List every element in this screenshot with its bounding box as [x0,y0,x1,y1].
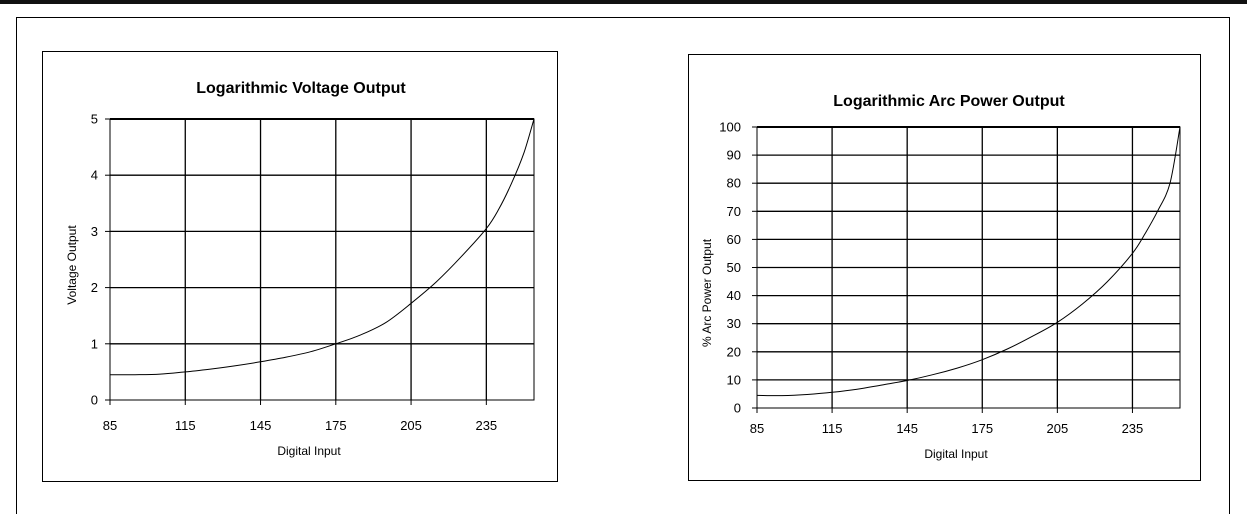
x-tick-label: 145 [250,418,272,433]
y-tick-label: 1 [91,336,98,351]
x-axis-label: Digital Input [924,447,988,461]
y-axis-label: % Arc Power Output [700,238,714,347]
y-tick-label: 5 [91,112,98,127]
x-tick-label: 175 [971,421,993,436]
page-top-rule [0,0,1247,4]
x-tick-label: 85 [750,421,764,436]
arc-power-chart: Logarithmic Arc Power Output Digital Inp… [700,93,1181,461]
y-tick-label: 80 [727,176,741,191]
x-tick-label: 205 [1047,421,1069,436]
voltage-chart: Logarithmic Voltage Output Digital Input… [65,80,535,458]
y-tick-label: 30 [727,316,741,331]
y-tick-label: 60 [727,232,741,247]
y-tick-label: 10 [727,372,741,387]
x-tick-label: 85 [103,418,117,433]
arc-power-chart-panel: Logarithmic Arc Power Output Digital Inp… [688,54,1201,481]
series-line [756,126,1181,397]
x-tick-label: 145 [896,421,918,436]
x-tick-label: 235 [475,418,497,433]
figure-frame [16,17,1230,514]
y-tick-label: 90 [727,148,741,163]
x-axis-label: Digital Input [277,444,341,458]
y-tick-label: 2 [91,280,98,295]
y-tick-label: 3 [91,224,98,239]
x-tick-label: 115 [175,418,196,433]
y-tick-label: 40 [727,288,741,303]
series-line [109,118,535,376]
x-tick-label: 205 [400,418,422,433]
voltage-chart-panel: Logarithmic Voltage Output Digital Input… [42,51,558,482]
y-tick-label: 0 [734,401,741,416]
y-tick-label: 50 [727,260,741,275]
y-tick-label: 70 [727,204,741,219]
y-axis-label: Voltage Output [65,225,79,305]
x-tick-label: 235 [1122,421,1144,436]
chart-title: Logarithmic Arc Power Output [833,93,1065,110]
chart-title: Logarithmic Voltage Output [196,80,406,97]
plot-area [109,118,535,401]
x-tick-label: 115 [822,421,843,436]
y-tick-label: 20 [727,344,741,359]
x-tick-label: 175 [325,418,347,433]
y-tick-label: 4 [91,168,98,183]
y-tick-label: 0 [91,393,98,408]
y-tick-label: 100 [719,120,741,135]
